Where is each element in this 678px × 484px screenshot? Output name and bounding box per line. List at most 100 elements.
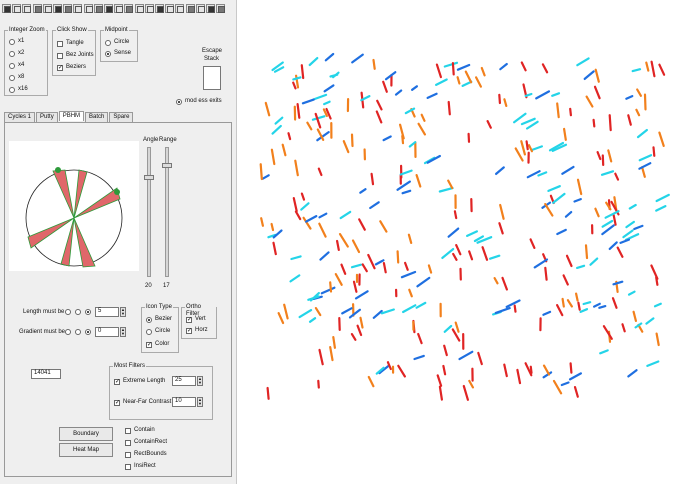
toolbar-button[interactable] xyxy=(42,4,52,13)
gradient-radio-a[interactable] xyxy=(65,329,71,335)
contain-rect-checkbox[interactable]: ContainRect xyxy=(125,439,167,446)
range-slider-thumb[interactable] xyxy=(162,163,172,168)
bezier-stroke xyxy=(535,90,551,100)
ortho-vert-checkbox[interactable]: ✓ Vert xyxy=(186,316,206,323)
near-far-contrast-field[interactable]: 10 xyxy=(172,397,196,407)
near-far-contrast-spinner[interactable]: ▲ ▼ xyxy=(197,397,203,407)
tab-batch[interactable]: Batch xyxy=(85,112,109,122)
bezier-stroke xyxy=(608,241,618,250)
toolbar-button[interactable] xyxy=(195,4,205,13)
toolbar-button[interactable] xyxy=(144,4,154,13)
gradient-radio-c[interactable] xyxy=(85,329,91,335)
tab-cycles-1[interactable]: Cycles 1 xyxy=(4,112,36,122)
gradient-radio-b[interactable] xyxy=(75,329,81,335)
angle-wheel[interactable] xyxy=(9,141,139,271)
bezier-stroke xyxy=(358,218,366,231)
toolbar-button[interactable] xyxy=(22,4,32,13)
mod-ess-exits-radio[interactable]: mod ess exits xyxy=(176,98,222,105)
beziers-checkbox[interactable]: ✓ Beziers xyxy=(57,64,86,71)
toolbar-button[interactable] xyxy=(2,4,11,13)
bezier-stroke xyxy=(524,92,533,98)
count-field[interactable]: 14041 xyxy=(31,369,61,379)
wheel-handle-top[interactable] xyxy=(55,167,61,173)
gradient-spinner[interactable]: ▲ ▼ xyxy=(120,327,126,337)
click-show-title: Click Show xyxy=(56,27,88,34)
icon-circle-radio[interactable]: Circle xyxy=(146,328,170,335)
spin-up-icon[interactable]: ▲ xyxy=(121,327,125,332)
near-far-contrast-checkbox[interactable]: ✓ Near-Far Contrast xyxy=(114,399,171,406)
range-slider-track[interactable] xyxy=(165,147,169,277)
tangle-checkbox[interactable]: Tangle xyxy=(57,40,84,47)
toolbar-button[interactable] xyxy=(104,4,113,13)
toolbar-button[interactable] xyxy=(134,4,144,13)
angle-slider-track[interactable] xyxy=(147,147,151,277)
boundary-button[interactable]: Boundary xyxy=(59,427,113,441)
zoom-x1-radio[interactable]: x1 xyxy=(9,38,24,45)
radio-dot xyxy=(75,329,81,335)
extreme-length-spinner[interactable]: ▲ ▼ xyxy=(197,376,203,386)
bezier-stroke xyxy=(438,187,454,193)
length-value-field[interactable]: 5 xyxy=(95,307,119,317)
toolbar-button[interactable] xyxy=(206,4,215,13)
spin-down-icon[interactable]: ▼ xyxy=(121,331,125,336)
zoom-x2-radio[interactable]: x2 xyxy=(9,50,24,57)
spin-up-icon[interactable]: ▲ xyxy=(198,397,202,402)
tab-pbhm[interactable]: PBHM xyxy=(58,111,85,121)
checkbox-label: ContainRect xyxy=(134,439,168,445)
length-radio-b[interactable] xyxy=(75,309,81,315)
zoom-x8-radio[interactable]: x8 xyxy=(9,74,24,81)
bezier-stroke xyxy=(402,304,417,314)
toolbar-button[interactable] xyxy=(32,4,42,13)
spin-up-icon[interactable]: ▲ xyxy=(198,376,202,381)
zoom-x4-radio[interactable]: x4 xyxy=(9,62,24,69)
toolbar-button[interactable] xyxy=(155,4,164,13)
bezier-stroke xyxy=(435,78,448,87)
toolbar-button[interactable] xyxy=(165,4,175,13)
bezier-stroke xyxy=(335,239,340,251)
escape-stack-listbox[interactable] xyxy=(203,66,221,90)
icon-color-checkbox[interactable]: ✓ Color xyxy=(146,341,169,348)
toolbar-button[interactable] xyxy=(216,4,226,13)
tab-putty[interactable]: Putty xyxy=(36,112,58,122)
toolbar-button[interactable] xyxy=(12,4,22,13)
toolbar-button[interactable] xyxy=(63,4,73,13)
bezier-stroke xyxy=(475,76,482,88)
wheel-handle-right[interactable] xyxy=(114,189,120,195)
toolbar-button[interactable] xyxy=(53,4,62,13)
spin-up-icon[interactable]: ▲ xyxy=(121,307,125,312)
toolbar-button[interactable] xyxy=(83,4,93,13)
toolbar-button[interactable] xyxy=(114,4,124,13)
midpoint-sense-radio[interactable]: Sense xyxy=(105,50,131,57)
length-radio-a[interactable] xyxy=(65,309,71,315)
angle-slider-thumb[interactable] xyxy=(144,175,154,180)
angle-value: 20 xyxy=(145,283,152,289)
extreme-length-field[interactable]: 25 xyxy=(172,376,196,386)
zoom-x16-radio[interactable]: x16 xyxy=(9,86,28,93)
toolbar-button[interactable] xyxy=(124,4,134,13)
midpoint-circle-radio[interactable]: Circle xyxy=(105,39,129,46)
bezier-stroke xyxy=(468,250,474,261)
contain-checkbox[interactable]: Contain xyxy=(125,427,155,434)
toolbar-button[interactable] xyxy=(93,4,103,13)
stroke-canvas[interactable] xyxy=(240,0,678,484)
tab-spare[interactable]: Spare xyxy=(109,112,134,122)
spin-down-icon[interactable]: ▼ xyxy=(198,401,202,406)
ortho-horz-checkbox[interactable]: ✓ Horz xyxy=(186,327,208,334)
spin-down-icon[interactable]: ▼ xyxy=(198,380,202,385)
gradient-value-field[interactable]: 0 xyxy=(95,327,119,337)
bezier-stroke xyxy=(612,214,617,226)
extreme-length-checkbox[interactable]: ✓ Extreme Length xyxy=(114,378,165,385)
length-radio-c[interactable] xyxy=(85,309,91,315)
rect-bounds-checkbox[interactable]: RectBounds xyxy=(125,451,167,458)
toolbar-button[interactable] xyxy=(73,4,83,13)
bezier-stroke xyxy=(461,80,473,88)
bez-joints-checkbox[interactable]: Bez Joints xyxy=(57,52,94,59)
bezier-stroke xyxy=(638,162,652,170)
toolbar-button[interactable] xyxy=(185,4,195,13)
insi-rect-checkbox[interactable]: InsiRect xyxy=(125,463,156,470)
icon-bezier-radio[interactable]: Bezier xyxy=(146,316,172,323)
heat-map-button[interactable]: Heat Map xyxy=(59,443,113,457)
spin-down-icon[interactable]: ▼ xyxy=(121,311,125,316)
toolbar-button[interactable] xyxy=(175,4,185,13)
length-spinner[interactable]: ▲ ▼ xyxy=(120,307,126,317)
